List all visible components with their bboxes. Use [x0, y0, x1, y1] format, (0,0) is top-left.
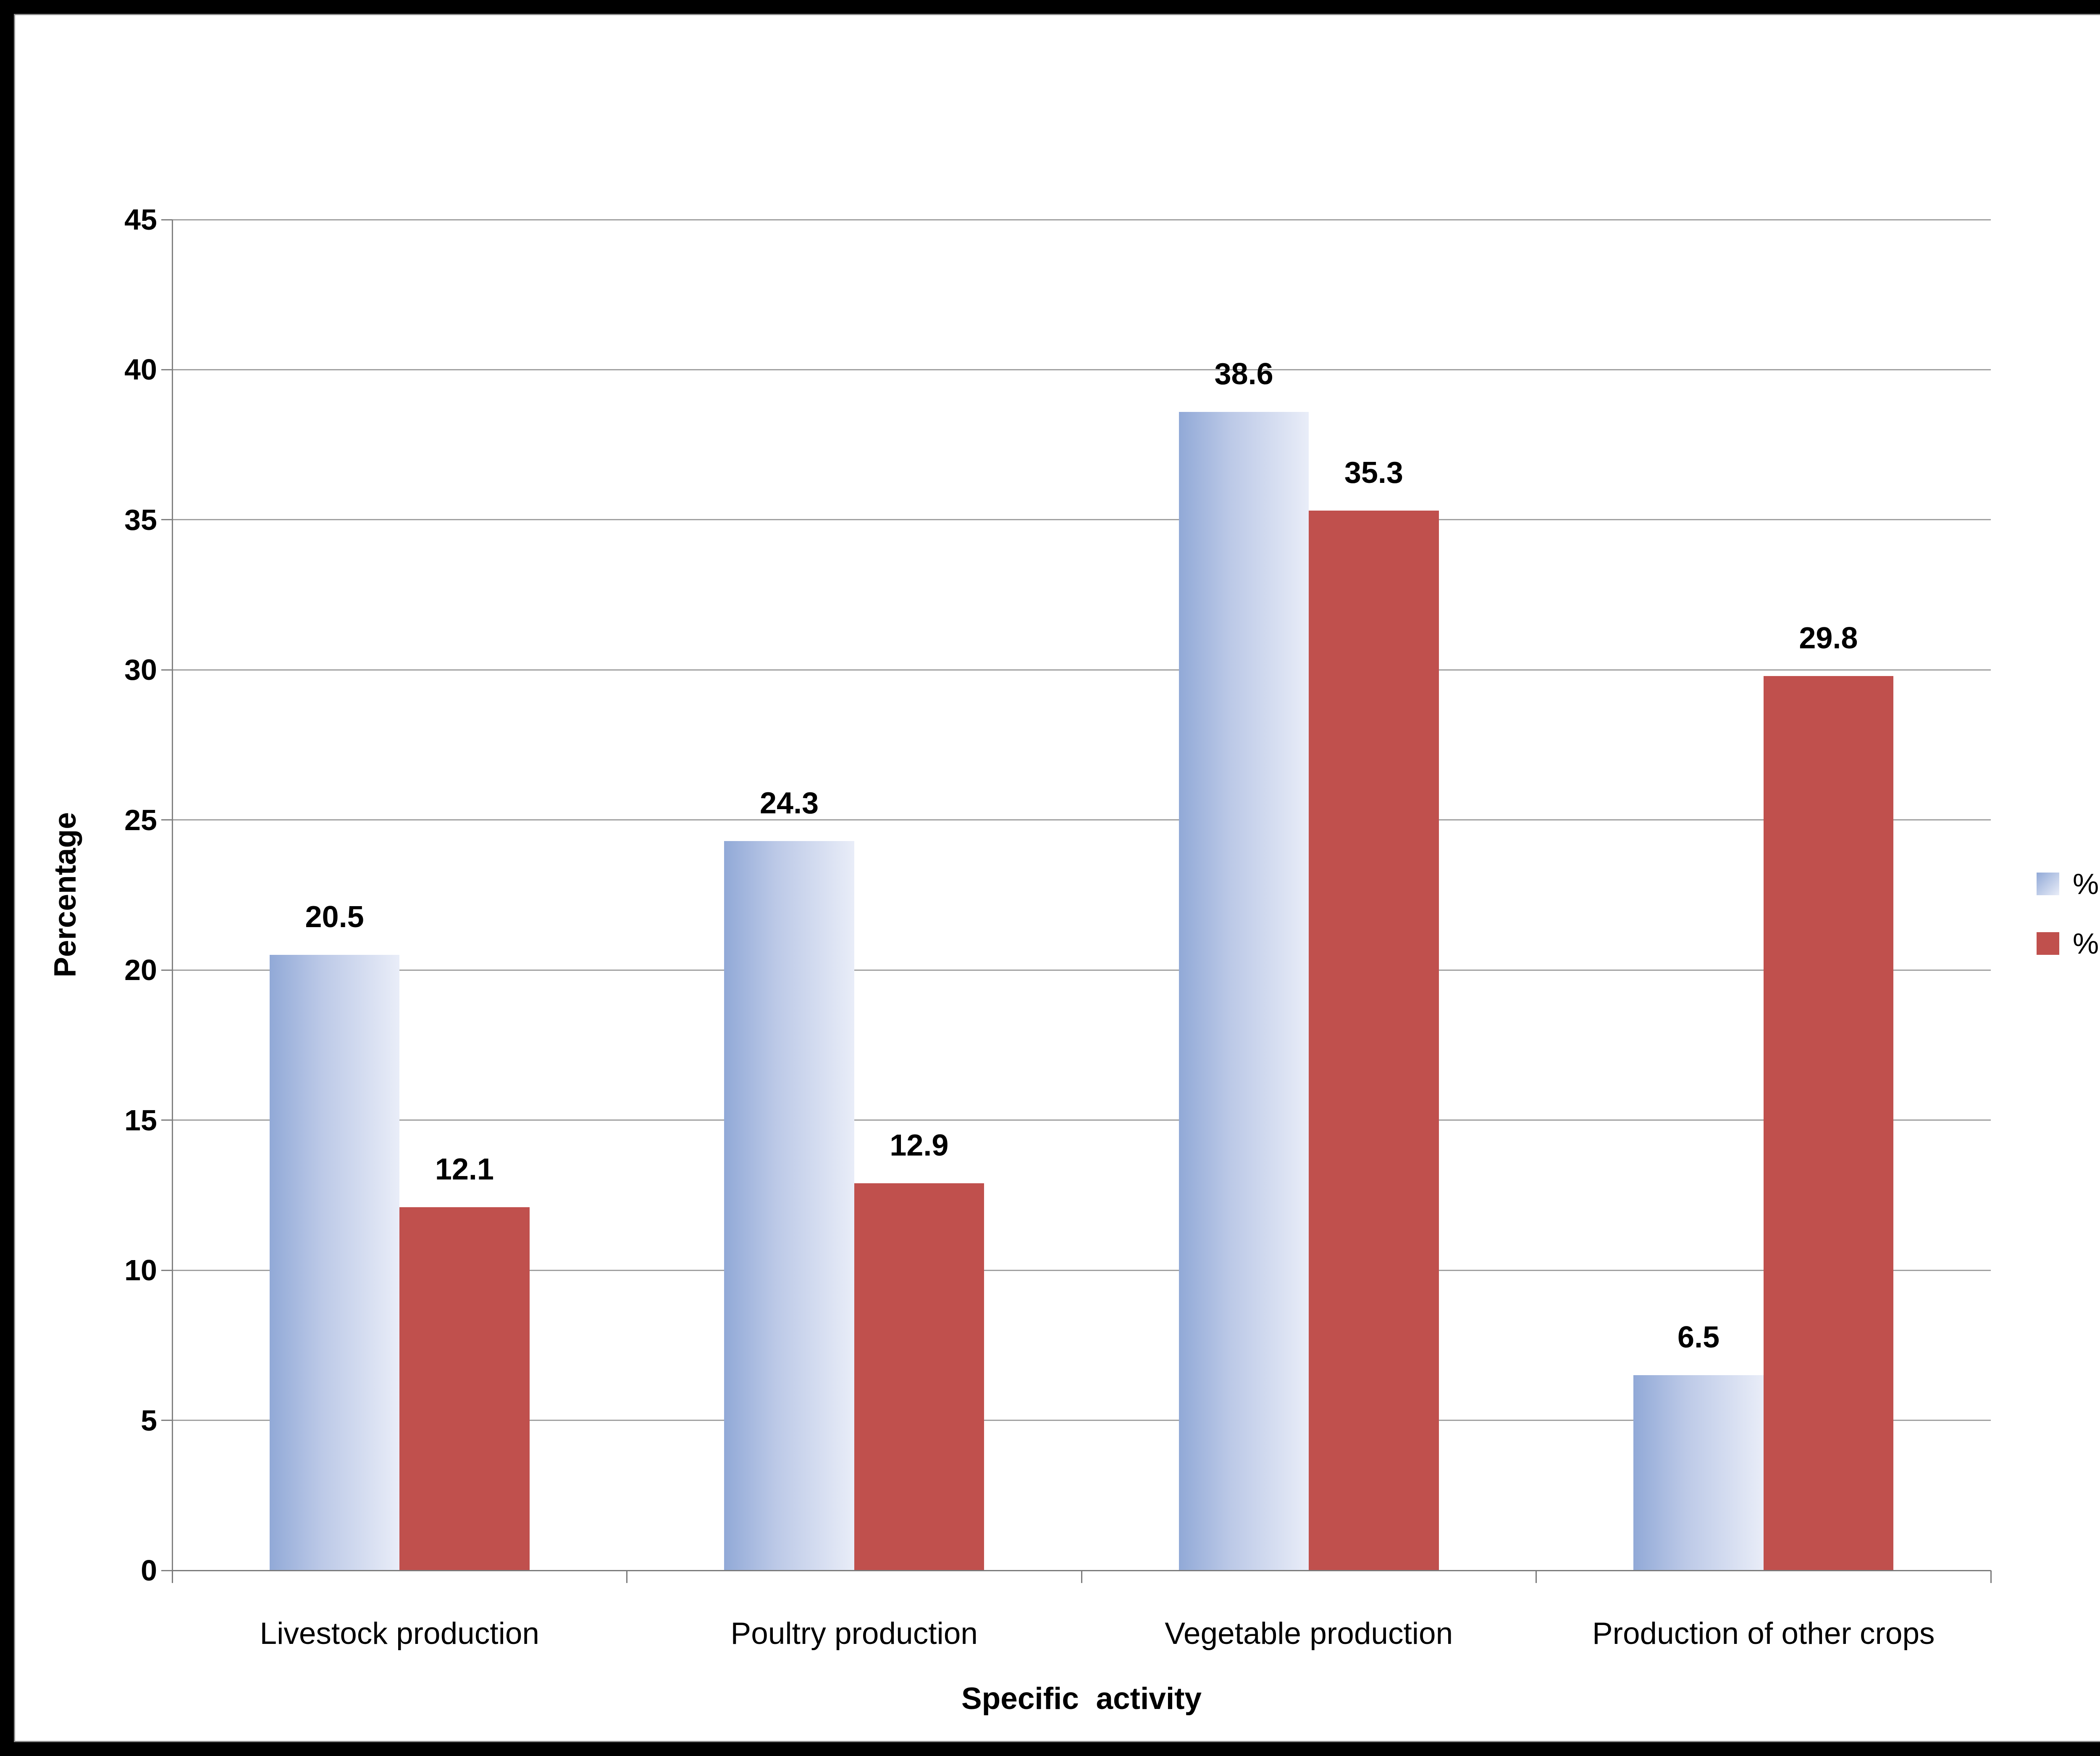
y-tick-label: 10 [124, 1254, 157, 1287]
bar-mm [399, 1207, 530, 1570]
bar-value-label: 35.3 [1344, 456, 1403, 490]
legend-swatch [2037, 873, 2059, 895]
y-axis-tick [161, 969, 172, 971]
bar-mm [1309, 511, 1439, 1570]
bar-bcm [269, 955, 400, 1570]
y-axis-tick [161, 519, 172, 521]
x-axis-tick [1536, 1570, 1537, 1583]
y-tick-label: 20 [124, 954, 157, 987]
y-axis-tick [161, 1269, 172, 1271]
y-tick-label: 35 [124, 503, 157, 536]
y-gridline [172, 1119, 1991, 1121]
y-gridline [172, 219, 1991, 220]
y-gridline [172, 819, 1991, 821]
bar-bcm [1633, 1375, 1764, 1570]
bar-mm [1763, 676, 1894, 1570]
y-gridline [172, 669, 1991, 671]
y-tick-label: 5 [141, 1404, 157, 1437]
y-axis-title: Percentage [48, 812, 82, 978]
y-axis-line [171, 220, 173, 1572]
y-axis-tick [161, 1570, 172, 1571]
y-tick-label: 25 [124, 803, 157, 836]
bar-value-label: 29.8 [1799, 621, 1858, 655]
bar-mm [854, 1183, 984, 1570]
bar-bcm [724, 841, 854, 1570]
bar-value-label: 20.5 [305, 900, 364, 934]
y-tick-label: 40 [124, 353, 157, 386]
legend-swatch [2037, 932, 2059, 955]
x-axis-tick [1990, 1570, 1992, 1583]
bar-value-label: 12.9 [890, 1128, 949, 1162]
category-label: Poultry production [730, 1617, 978, 1651]
y-gridline [172, 1420, 1991, 1421]
y-axis-tick [161, 1119, 172, 1121]
legend-label: % contribution MM [2073, 927, 2100, 960]
y-axis-tick [161, 669, 172, 671]
legend: % contribution BCM % contribution MM [2037, 868, 2100, 960]
x-axis-tick [1081, 1570, 1082, 1583]
y-tick-label: 15 [124, 1103, 157, 1137]
y-tick-label: 45 [124, 203, 157, 236]
bar-value-label: 6.5 [1677, 1321, 1720, 1355]
y-axis-tick [161, 1420, 172, 1421]
x-axis-title: Specific activity [961, 1682, 1202, 1716]
x-axis-tick [626, 1570, 627, 1583]
bar-value-label: 38.6 [1214, 357, 1273, 391]
y-axis-tick [161, 819, 172, 821]
y-tick-label: 0 [141, 1554, 157, 1587]
y-gridline [172, 519, 1991, 521]
category-label: Production of other crops [1592, 1617, 1935, 1651]
x-axis-tick [171, 1570, 173, 1583]
y-axis-tick [161, 369, 172, 370]
y-tick-label: 30 [124, 653, 157, 687]
y-gridline [172, 969, 1991, 971]
chart-canvas: 0 5 10 15 20 25 30 35 40 45 20.5 12.1 Livestock prod… [15, 15, 2100, 1741]
bar-value-label: 12.1 [435, 1152, 494, 1186]
legend-item: % contribution MM [2037, 927, 2100, 960]
legend-label: % contribution BCM [2073, 868, 2100, 900]
category-label: Livestock production [260, 1617, 539, 1651]
bar-value-label: 24.3 [760, 786, 819, 820]
y-gridline [172, 369, 1991, 370]
legend-item: % contribution BCM [2037, 868, 2100, 900]
y-gridline [172, 1269, 1991, 1271]
y-axis-tick [161, 219, 172, 220]
category-label: Vegetable production [1165, 1617, 1453, 1651]
bar-bcm [1179, 411, 1309, 1570]
